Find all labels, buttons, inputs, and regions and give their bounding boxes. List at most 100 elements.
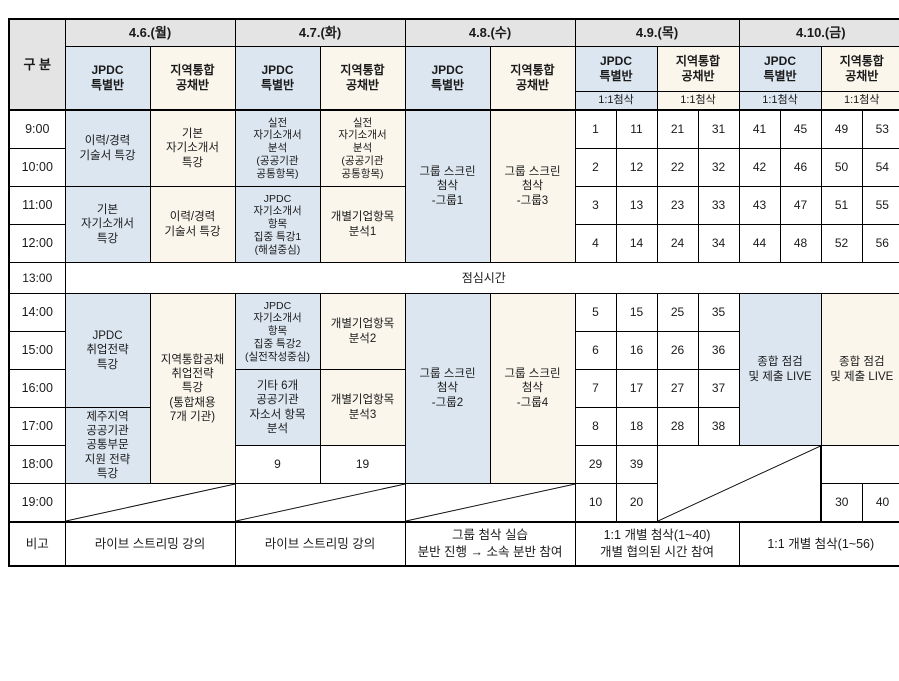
num-cell: 45 — [779, 109, 822, 149]
diagonal-strike-wed — [404, 483, 576, 523]
cell-wed-region-pm: 그룹 스크린 첨삭 -그룹4 — [489, 293, 576, 484]
cell-tue-region-am1: 실전 자기소개서 분석 (공공기관 공통항목) — [319, 109, 406, 187]
row-1300-lunch: 13:00 점심시간 — [8, 262, 899, 294]
row-1100: 11:00 기본 자기소개서 특강 이력/경력 기술서 특강 JPDC 자기소개서 항목 집중 특… — [8, 186, 899, 263]
header-sub-3-1: 1:1첨삭 — [656, 91, 740, 111]
header-class-3-1: 지역통합 공채반 — [656, 46, 740, 92]
header-date-2: 4.8.(수) — [404, 18, 576, 47]
row-remarks: 비고 라이브 스트리밍 강의 라이브 스트리밍 강의 그룹 첨삭 실습 분반 진행 → … — [8, 521, 899, 567]
num-cell: 19 — [319, 445, 406, 484]
header-class-0-0: JPDC 특별반 — [64, 46, 151, 111]
row-1600: 16:00 기타 6개 공공기관 자소서 항목 분석 개별기업항목 분석3 7 17 27 37 — [8, 369, 899, 446]
num-cell: 16 — [615, 331, 658, 370]
diagonal-strike-fri — [656, 445, 822, 523]
num-cell: 7 — [574, 369, 617, 408]
num-cell: 23 — [656, 186, 699, 225]
num-cell: 15 — [615, 293, 658, 332]
num-cell: 21 — [656, 109, 699, 149]
cell-tue-jpdc-am2: JPDC 자기소개서 항목 집중 특강1 (해설중심) — [234, 186, 321, 263]
education-schedule-table: 구 분 4.6.(월) 4.7.(화) 4.8.(수) 4.9.(목) 4.10.(금) J… — [8, 18, 899, 567]
row-0900: 9:00 이력/경력 기술서 특강 기본 자기소개서 특강 실전 자기소개서 분석 (공공기관 공통… — [8, 109, 899, 263]
header-class-1-1: 지역통합 공채반 — [319, 46, 406, 111]
header-gubun: 구 분 — [8, 18, 66, 111]
num-cell: 18 — [615, 407, 658, 446]
cell-wed-region-am: 그룹 스크린 첨삭 -그룹3 — [489, 109, 576, 263]
cell-mon-jpdc-pm2: 제주지역 공공기관 공통부문 지원 전략 특강 — [64, 407, 151, 484]
num-cell: 53 — [861, 109, 899, 149]
cell-wed-jpdc-am: 그룹 스크린 첨삭 -그룹1 — [404, 109, 491, 263]
cell-tue-region-pm2: 개별기업항목 분석3 — [319, 369, 406, 446]
num-cell: 43 — [738, 186, 781, 225]
time-label-14:00: 14:00 — [8, 293, 66, 332]
header-class-1-0: JPDC 특별반 — [234, 46, 321, 111]
time-label-11:00: 11:00 — [8, 186, 66, 225]
num-cell: 22 — [656, 148, 699, 187]
remark-cell-0: 라이브 스트리밍 강의 — [64, 521, 236, 567]
time-label-16:00: 16:00 — [8, 369, 66, 408]
cell-mon-jpdc-am1: 이력/경력 기술서 특강 — [64, 109, 151, 187]
cell-fri-region-pm: 종합 점검 및 제출 LIVE — [820, 293, 899, 446]
cell-tue-jpdc-pm2: 기타 6개 공공기관 자소서 항목 분석 — [234, 369, 321, 446]
time-label-9:00: 9:00 — [8, 109, 66, 149]
num-cell: 42 — [738, 148, 781, 187]
num-cell: 55 — [861, 186, 899, 225]
header-row-dates: 구 분 4.6.(월) 4.7.(화) 4.8.(수) 4.9.(목) 4.10.(금) — [8, 18, 899, 111]
num-cell: 25 — [656, 293, 699, 332]
header-date-1: 4.7.(화) — [234, 18, 406, 47]
num-cell: 2 — [574, 148, 617, 187]
time-label-18:00: 18:00 — [8, 445, 66, 484]
remark-label: 비고 — [8, 521, 66, 567]
num-cell: 48 — [779, 224, 822, 263]
cell-mon-region-pm: 지역통합공채 취업전략 특강 (통합채용 7개 기관) — [149, 293, 236, 484]
cell-mon-jpdc-am2: 기본 자기소개서 특강 — [64, 186, 151, 263]
remark-cell-4: 1:1 개별 첨삭(1~56) — [738, 521, 899, 567]
cell-tue-region-pm1: 개별기업항목 분석2 — [319, 293, 406, 370]
num-cell: 13 — [615, 186, 658, 225]
page-title — [0, 0, 899, 18]
header-sub-4-0: 1:1첨삭 — [738, 91, 822, 111]
num-cell: 24 — [656, 224, 699, 263]
time-label-19:00: 19:00 — [8, 483, 66, 523]
num-cell: 26 — [656, 331, 699, 370]
num-cell: 29 — [574, 445, 617, 484]
cell-tue-region-am2: 개별기업항목 분석1 — [319, 186, 406, 263]
num-cell: 56 — [861, 224, 899, 263]
time-label-15:00: 15:00 — [8, 331, 66, 370]
time-label-13:00: 13:00 — [8, 262, 66, 294]
header-sub-3-0: 1:1첨삭 — [574, 91, 658, 111]
num-cell: 41 — [738, 109, 781, 149]
num-cell: 30 — [820, 483, 863, 523]
schedule-table-wrap: 구 분 4.6.(월) 4.7.(화) 4.8.(수) 4.9.(목) 4.10.(금) J… — [0, 18, 899, 567]
num-cell: 44 — [738, 224, 781, 263]
header-sub-4-1: 1:1첨삭 — [820, 91, 899, 111]
num-cell: 20 — [615, 483, 658, 523]
num-cell: 1 — [574, 109, 617, 149]
num-cell: 17 — [615, 369, 658, 408]
header-date-4: 4.10.(금) — [738, 18, 899, 47]
cell-lunch: 점심시간 — [64, 262, 899, 294]
row-1000: 10:00 2 12 22 32 42 46 50 54 — [8, 148, 899, 187]
header-row-sub: 1:1첨삭 1:1첨삭 1:1첨삭 1:1첨삭 — [9, 91, 899, 111]
num-cell: 8 — [574, 407, 617, 446]
cell-mon-region-am1: 기본 자기소개서 특강 — [149, 109, 236, 187]
num-cell: 33 — [697, 186, 740, 225]
num-cell: 40 — [861, 483, 899, 523]
num-cell: 49 — [820, 109, 863, 149]
time-label-10:00: 10:00 — [8, 148, 66, 187]
header-class-2-1: 지역통합 공채반 — [489, 46, 576, 111]
num-cell: 10 — [574, 483, 617, 523]
num-cell: 38 — [697, 407, 740, 446]
row-1400: 14:00 JPDC 취업전략 특강 지역통합공채 취업전략 특강 (통합채용 7개 기관) JP… — [8, 293, 899, 484]
cell-tue-jpdc-pm1: JPDC 자기소개서 항목 집중 특강2 (실전작성중심) — [234, 293, 321, 370]
num-cell: 46 — [779, 148, 822, 187]
header-date-3: 4.9.(목) — [574, 18, 740, 47]
header-row-classes: JPDC 특별반 지역통합 공채반 JPDC 특별반 지역통합 공채반 JPDC 특별반 지역통합 공… — [9, 46, 899, 111]
row-1900: 19:00 10 20 30 40 — [8, 483, 899, 523]
num-cell: 11 — [615, 109, 658, 149]
num-cell: 50 — [820, 148, 863, 187]
row-1200: 12:00 4 14 24 34 44 48 52 56 — [8, 224, 899, 263]
remark-cell-3: 1:1 개별 첨삭(1~40) 개별 협의된 시간 참여 — [574, 521, 740, 567]
num-cell: 37 — [697, 369, 740, 408]
header-class-2-0: JPDC 특별반 — [404, 46, 491, 111]
row-1500: 15:00 6 16 26 36 — [8, 331, 899, 370]
